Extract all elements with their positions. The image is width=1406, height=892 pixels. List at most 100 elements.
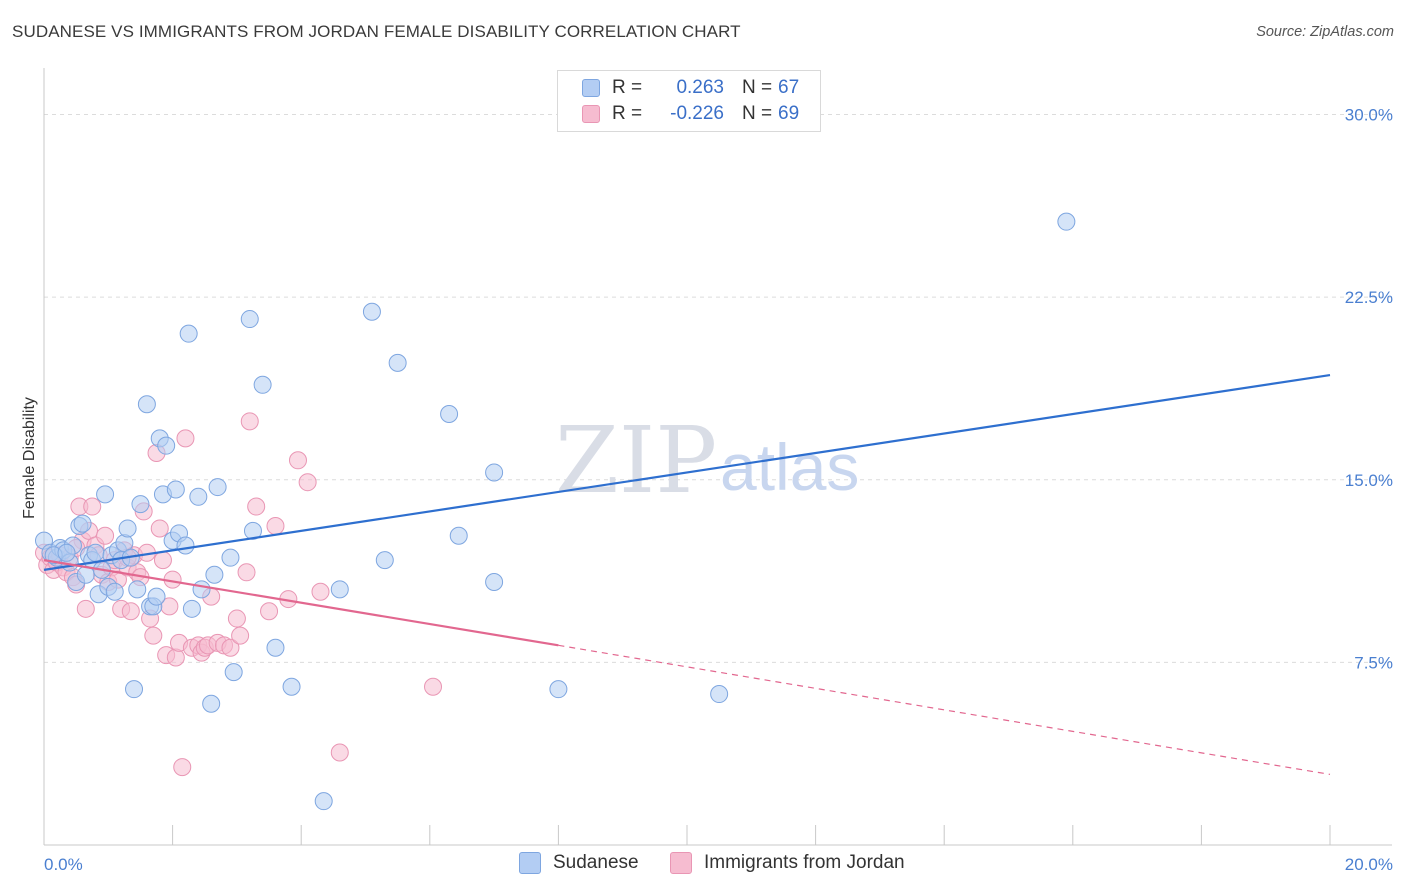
jordan-point [298,473,317,492]
sudanese-point [166,480,185,499]
y-tick-label: 7.5% [1354,653,1393,672]
jordan-point [173,758,192,777]
jordan-point [176,429,195,448]
sudanese-point [202,694,221,713]
jordan-point [227,609,246,628]
legend-item-sudanese[interactable]: Sudanese [519,852,639,874]
sudanese-point [118,519,137,538]
jordan-legend-swatch [670,852,692,874]
correlation-legend: R = 0.263 N = 67 R = -0.226 N = 69 [557,70,821,132]
sudanese-point [147,587,166,606]
sudanese-point [125,680,144,699]
sudanese-point [549,680,568,699]
sudanese-point [1057,212,1076,231]
sudanese-point [192,580,211,599]
legend-label: Sudanese [553,852,639,873]
sudanese-point [440,405,459,424]
sudanese-point [73,514,92,533]
sudanese-point [253,375,272,394]
sudanese-point [208,478,227,497]
sudanese-point [176,536,195,555]
jordan-point [240,412,259,431]
sudanese-point [205,565,224,584]
jordan-point [231,626,250,645]
sudanese-point [137,395,156,414]
n-value: 69 [778,103,800,124]
jordan-trend-extension [558,644,1331,775]
sudanese-point [362,302,381,321]
axes [43,68,1392,846]
sudanese-point [182,599,201,618]
sudanese-trend-line [43,373,1331,571]
sudanese-point [189,487,208,506]
sudanese-point [375,551,394,570]
sudanese-point [388,353,407,372]
y-tick-label: 15.0% [1345,471,1393,490]
trend-lines [43,373,1331,775]
jordan-swatch [582,105,600,123]
x-tick-label: 20.0% [1345,855,1393,874]
jordan-point [247,497,266,516]
x-tick-label: 0.0% [44,855,83,874]
sudanese-point [105,582,124,601]
sudanese-point [240,310,259,329]
y-axis-label: Female Disability [21,397,38,519]
jordan-point [424,677,443,696]
jordan-trend-line [43,559,559,647]
jordan-point [166,648,185,667]
jordan-point [330,743,349,762]
legend-item-jordan[interactable]: Immigrants from Jordan [670,852,905,874]
sudanese-point [179,324,198,343]
y-tick-label: 22.5% [1345,288,1393,307]
sudanese-swatch [582,79,600,97]
series-sudanese-points [35,212,1076,811]
n-value: 67 [778,77,800,98]
sudanese-point [224,663,243,682]
watermark-zip: ZIP [555,407,717,514]
sudanese-point [330,580,349,599]
legend-row-sudanese: R = 0.263 N = 67 [582,75,799,101]
jordan-point [288,451,307,470]
jordan-point [221,638,240,657]
sudanese-point [266,638,285,657]
sudanese-point [157,436,176,455]
legend-row-jordan: R = -0.226 N = 69 [582,101,799,127]
jordan-point [96,526,115,545]
jordan-point [83,497,102,516]
r-value: -0.226 [670,103,724,124]
sudanese-point [449,526,468,545]
y-tick-label: 30.0% [1345,106,1393,125]
y-tick-labels: 7.5% 15.0% 22.5% 30.0% [1345,106,1393,673]
n-label: N = [742,103,773,124]
jordan-point [76,599,95,618]
sudanese-point [314,792,333,811]
jordan-point [266,517,285,536]
watermark-atlas: atlas [720,430,859,504]
sudanese-point [131,495,150,514]
jordan-point [150,519,169,538]
watermark: ZIP atlas [555,407,859,514]
sudanese-point [86,543,105,562]
series-legend: Sudanese Immigrants from Jordan [0,852,1406,878]
chart-title: SUDANESE VS IMMIGRANTS FROM JORDAN FEMAL… [12,22,741,41]
sudanese-point [96,485,115,504]
jordan-point [311,582,330,601]
x-tick-labels: 0.0% 20.0% [44,855,1393,874]
r-label: R = [612,77,643,98]
jordan-point [153,551,172,570]
source-credit: Source: ZipAtlas.com [1256,24,1394,40]
jordan-point [121,602,140,621]
jordan-point [260,602,279,621]
sudanese-legend-swatch [519,852,541,874]
r-value: 0.263 [676,77,724,98]
jordan-point [237,563,256,582]
legend-label: Immigrants from Jordan [704,852,905,873]
sudanese-point [221,548,240,567]
jordan-point [144,626,163,645]
sudanese-point [485,463,504,482]
sudanese-point [243,521,262,540]
r-label: R = [612,103,643,124]
sudanese-point [485,573,504,592]
sudanese-point [57,543,76,562]
